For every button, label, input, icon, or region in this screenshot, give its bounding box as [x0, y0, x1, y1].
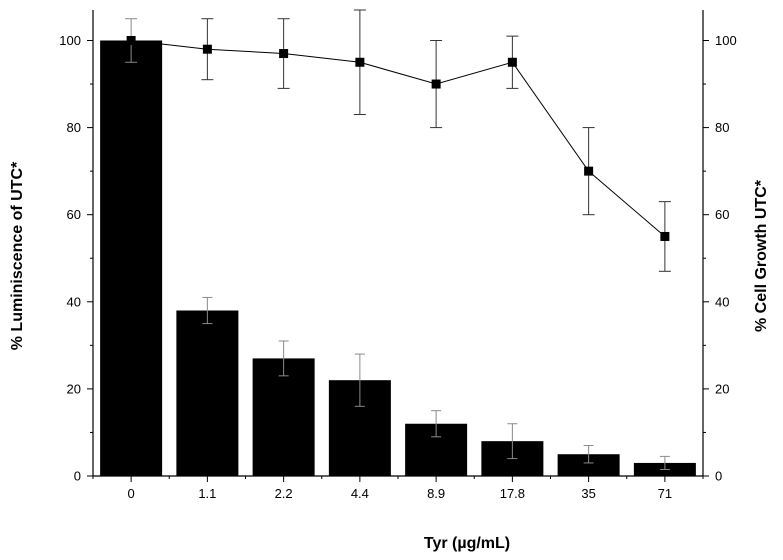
- y-left-tick-label: 0: [74, 469, 81, 484]
- cell-growth-line: [131, 39, 666, 237]
- bar-error-bars-layer: [202, 296, 670, 470]
- bar-35: [557, 454, 620, 476]
- y-left-tick-label: 20: [67, 381, 81, 396]
- line-marker-2.2: [279, 49, 289, 59]
- y-right-tick-label: 60: [715, 207, 729, 222]
- y-left-tick-label: 100: [59, 33, 81, 48]
- line-marker-1.1: [202, 44, 212, 54]
- bar-error-bar-2.2: [278, 340, 289, 377]
- y-right-tick-label: 100: [715, 33, 737, 48]
- y-right-tick-label: 0: [715, 469, 722, 484]
- bar-error-bar-1.1: [202, 296, 213, 325]
- x-tick-label-35: 35: [581, 486, 595, 501]
- bar-error-bar-35: [583, 445, 594, 464]
- y-right-tick-label: 20: [715, 381, 729, 396]
- x-tick-label-71: 71: [658, 486, 672, 501]
- x-tick-label-4.4: 4.4: [351, 486, 369, 501]
- ticks-layer: 0 20 40 60 80 100 0 20 40 60 80 100 0 1.1 2.2 4.4 8.9 17.…: [59, 33, 736, 501]
- line-marker-0: [126, 35, 136, 45]
- bar-2.2: [252, 358, 315, 476]
- y-left-tick-label: 40: [67, 294, 81, 309]
- y-right-tick-label: 40: [715, 294, 729, 309]
- y-right-tick-label: 80: [715, 120, 729, 135]
- bar-error-bar-71: [659, 455, 670, 470]
- line-markers-layer: [126, 35, 670, 241]
- line-marker-17.8: [507, 57, 517, 67]
- line-marker-4.4: [355, 57, 365, 67]
- line-marker-8.9: [431, 79, 441, 89]
- bar-error-bar-4.4: [354, 353, 365, 407]
- bar-0: [100, 40, 163, 476]
- bar-error-bar-17.8: [507, 423, 518, 460]
- y-axis-right-title: % Cell Growth UTC*: [753, 179, 770, 332]
- line-marker-71: [660, 231, 670, 241]
- bar-1.1: [176, 310, 239, 476]
- x-tick-label-8.9: 8.9: [427, 486, 445, 501]
- x-tick-label-1.1: 1.1: [198, 486, 216, 501]
- y-axis-left-title: % Luminiscence of UTC*: [9, 161, 26, 350]
- x-tick-label-17.8: 17.8: [500, 486, 525, 501]
- x-tick-label-0: 0: [128, 486, 135, 501]
- x-axis-title: Tyr (µg/mL): [424, 535, 510, 552]
- x-tick-label-2.2: 2.2: [275, 486, 293, 501]
- bars-layer: [100, 40, 696, 476]
- y-left-tick-label: 60: [67, 207, 81, 222]
- line-marker-35: [584, 166, 594, 176]
- line-series-layer: [131, 39, 666, 237]
- bar-error-bar-8.9: [431, 410, 442, 438]
- y-left-tick-label: 80: [67, 120, 81, 135]
